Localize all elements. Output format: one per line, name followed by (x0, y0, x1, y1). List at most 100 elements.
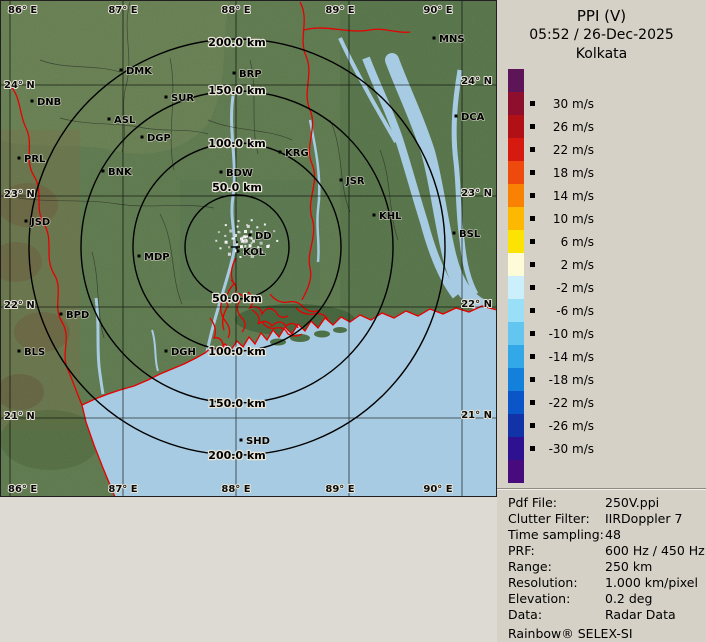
station-marker (339, 178, 343, 182)
station-marker (278, 150, 282, 154)
station-label: KOL (243, 247, 266, 258)
graticule-label: 22° N (461, 299, 492, 310)
graticule-label: 86° E (8, 484, 37, 495)
range-ring-label: 200.0 km (208, 449, 265, 462)
legend-row: -2 m/s (508, 276, 706, 299)
station-label: MNS (439, 34, 465, 45)
info-label: Resolution: (508, 574, 578, 590)
station-label: JSD (30, 217, 50, 228)
legend-color-swatch (508, 460, 524, 483)
graticule-label: 86° E (8, 5, 37, 16)
info-value: 0.2 deg (605, 590, 653, 606)
legend-row: 10 m/s (508, 207, 706, 230)
station-marker (452, 231, 456, 235)
legend-tick-icon (530, 308, 535, 313)
legend-color-swatch (508, 345, 524, 368)
range-ring-label: 100.0 km (208, 137, 265, 150)
map-column: 86° E 87° E 88° E 89° E 90° E 86° E 87° E 88° E… (0, 0, 497, 642)
info-row: PRF: 600 Hz / 450 Hz (508, 542, 706, 558)
station-marker (30, 99, 34, 103)
graticule-label: 88° E (221, 5, 250, 16)
panel-divider (497, 488, 706, 490)
range-ring-label: 200.0 km (208, 36, 265, 49)
range-rings (28, 38, 446, 456)
legend-value-label: 6 m/s (560, 234, 594, 249)
info-label: Elevation: (508, 590, 571, 606)
legend-tick-icon (530, 124, 535, 129)
radar-map-svg: 86° E 87° E 88° E 89° E 90° E 86° E 87° E 88° E… (0, 0, 497, 497)
legend-value-label: 18 m/s (552, 165, 594, 180)
legend-color-swatch (508, 92, 524, 115)
station-label: MDP (144, 252, 170, 263)
station-label: KRG (285, 148, 309, 159)
range-ring-label: 150.0 km (208, 84, 265, 97)
info-value: 250 km (605, 558, 653, 574)
station-marker (107, 117, 111, 121)
graticule-label: 88° E (221, 484, 250, 495)
graticule-label: 23° N (4, 189, 35, 200)
info-label: Data: (508, 606, 543, 622)
legend-value-label: -26 m/s (548, 418, 594, 433)
legend-tick-icon (530, 193, 535, 198)
legend-tick-icon (530, 170, 535, 175)
info-row: Time sampling: 48 (508, 526, 706, 542)
info-row: Elevation: 0.2 deg (508, 590, 706, 606)
velocity-color-legend: 30 m/s 26 m/s 22 m/s 18 m/s 14 m/s 10 m/s 6 m/… (508, 69, 706, 483)
graticule-label: 21° N (461, 410, 492, 421)
legend-tick-icon (530, 147, 535, 152)
station-label: KHL (379, 211, 402, 222)
graticule-label: 23° N (461, 188, 492, 199)
legend-value-label: 10 m/s (552, 211, 594, 226)
graticule-label: 24° N (4, 80, 35, 91)
station-marker (232, 71, 236, 75)
graticule-label: 22° N (4, 300, 35, 311)
info-label: Time sampling: (508, 526, 604, 542)
legend-value-label: 30 m/s (552, 96, 594, 111)
legend-color-swatch (508, 207, 524, 230)
legend-value-label: 2 m/s (560, 257, 594, 272)
station-marker (17, 156, 21, 160)
graticule-label: 21° N (4, 411, 35, 422)
station-marker (164, 349, 168, 353)
legend-tick-icon (530, 101, 535, 106)
station-label: SUR (171, 93, 194, 104)
legend-tick-icon (530, 216, 535, 221)
legend-row: -18 m/s (508, 368, 706, 391)
info-label: Clutter Filter: (508, 510, 590, 526)
graticule-label: 87° E (108, 5, 137, 16)
station-marker (164, 95, 168, 99)
scan-datetime: 05:52 / 26-Dec-2025 (529, 27, 674, 43)
legend-color-swatch (508, 414, 524, 437)
legend-row: -6 m/s (508, 299, 706, 322)
legend-tick-icon (530, 423, 535, 428)
legend-color-swatch (508, 322, 524, 345)
station-label: BNK (108, 167, 133, 178)
station-label: JSR (345, 176, 365, 187)
legend-value-label: -30 m/s (548, 441, 594, 456)
info-row: Range: 250 km (508, 558, 706, 574)
legend-tick-icon (530, 262, 535, 267)
station-label: DGP (147, 133, 171, 144)
range-ring-label: 150.0 km (208, 397, 265, 410)
info-row: Pdf File: 250V.ppi (508, 494, 706, 510)
legend-tick-icon (530, 446, 535, 451)
station-marker (17, 349, 21, 353)
panel-header: PPI (V) 05:52 / 26-Dec-2025 Kolkata (497, 0, 706, 64)
legend-color-swatch (508, 161, 524, 184)
info-row: Clutter Filter: IIRDoppler 7 (508, 510, 706, 526)
legend-tick-icon (530, 400, 535, 405)
graticule-label: 89° E (325, 484, 354, 495)
legend-color-swatch (508, 138, 524, 161)
legend-value-label: -22 m/s (548, 395, 594, 410)
legend-row: 22 m/s (508, 138, 706, 161)
range-ring-label: 50.0 km (212, 292, 262, 305)
empty-area (0, 497, 497, 642)
station-marker (59, 312, 63, 316)
range-ring-label: 100.0 km (208, 345, 265, 358)
info-value: 250V.ppi (605, 494, 660, 510)
graticule-label: 24° N (461, 76, 492, 87)
station-label: PRL (24, 154, 46, 165)
graticule-label: 90° E (423, 484, 452, 495)
info-value: 600 Hz / 450 Hz (605, 542, 705, 558)
